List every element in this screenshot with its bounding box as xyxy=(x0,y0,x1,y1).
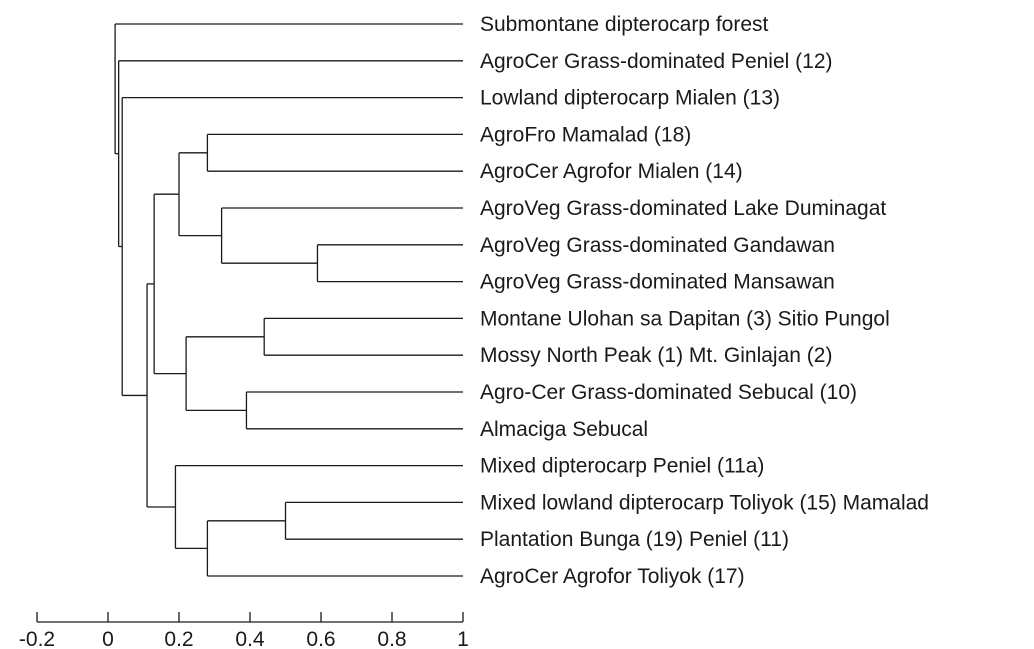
leaf-label: AgroFro Mamalad (18) xyxy=(480,123,691,146)
x-tick-label: -0.2 xyxy=(19,628,55,649)
x-axis: -0.2 0 0.2 0.4 0.6 0.8 1 xyxy=(19,612,469,649)
dendrogram-branches xyxy=(114,23,463,577)
x-tick-label: 0.2 xyxy=(164,628,193,649)
leaf-label: AgroCer Grass-dominated Peniel (12) xyxy=(480,50,833,73)
leaf-label: Mixed dipterocarp Peniel (11a) xyxy=(480,455,764,478)
leaf-label: Mixed lowland dipterocarp Toliyok (15) M… xyxy=(480,491,929,514)
x-tick-label: 0.4 xyxy=(235,628,265,649)
leaf-label: AgroCer Agrofor Toliyok (17) xyxy=(480,565,745,588)
x-tick-label: 0 xyxy=(102,628,114,649)
leaf-label: Plantation Bunga (19) Peniel (11) xyxy=(480,528,789,551)
leaf-label: Submontane dipterocarp forest xyxy=(480,13,769,36)
leaf-label: AgroCer Agrofor Mialen (14) xyxy=(480,160,743,183)
x-tick-label: 0.8 xyxy=(377,628,406,649)
leaf-label: Lowland dipterocarp Mialen (13) xyxy=(480,87,780,110)
leaf-label: AgroVeg Grass-dominated Mansawan xyxy=(480,271,835,294)
x-tick-label: 0.6 xyxy=(306,628,335,649)
leaf-label: Almaciga Sebucal xyxy=(480,418,648,441)
x-tick-label: 1 xyxy=(457,628,469,649)
leaf-label: AgroVeg Grass-dominated Lake Duminagat xyxy=(480,197,886,220)
leaf-label: Agro-Cer Grass-dominated Sebucal (10) xyxy=(480,381,857,404)
leaf-labels: Submontane dipterocarp forest AgroCer Gra… xyxy=(480,13,929,588)
leaf-label: AgroVeg Grass-dominated Gandawan xyxy=(480,234,835,257)
leaf-label: Montane Ulohan sa Dapitan (3) Sitio Pung… xyxy=(480,307,890,330)
leaf-label: Mossy North Peak (1) Mt. Ginlajan (2) xyxy=(480,344,832,367)
